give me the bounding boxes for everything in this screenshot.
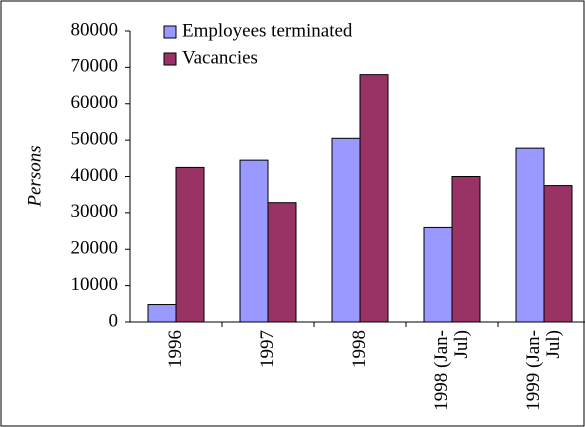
y-tick-label: 0 <box>109 310 119 331</box>
x-tick-label: 1997 <box>257 330 278 368</box>
y-tick-label: 30000 <box>71 201 119 222</box>
y-tick-label: 20000 <box>71 238 119 259</box>
y-tick-label: 70000 <box>71 56 119 77</box>
legend-swatch <box>163 52 177 66</box>
bar <box>359 74 389 323</box>
x-tick-label: 1998 <box>349 330 370 368</box>
y-tick-label: 60000 <box>71 92 119 113</box>
y-axis-label: Persons <box>24 145 45 207</box>
x-tick-label: 1996 <box>165 330 186 368</box>
bar <box>543 185 573 323</box>
bar <box>451 176 481 323</box>
legend-label: Vacancies <box>182 47 258 68</box>
legend-swatch <box>163 25 177 39</box>
y-tick-label: 10000 <box>71 274 119 295</box>
bar <box>515 147 545 323</box>
legend-label: Employees terminated <box>182 20 353 41</box>
bar <box>239 159 269 323</box>
bar <box>175 166 205 323</box>
bar <box>147 304 177 323</box>
x-tick-label: 1998 (Jan-Jul) <box>431 330 472 411</box>
y-tick-label: 40000 <box>71 165 119 186</box>
y-tick-label: 50000 <box>71 128 119 149</box>
bar <box>423 226 453 323</box>
x-tick-label: 1999 (Jan-Jul) <box>523 330 564 411</box>
bar <box>267 202 297 323</box>
bar <box>331 137 361 323</box>
y-tick-label: 80000 <box>71 19 119 40</box>
